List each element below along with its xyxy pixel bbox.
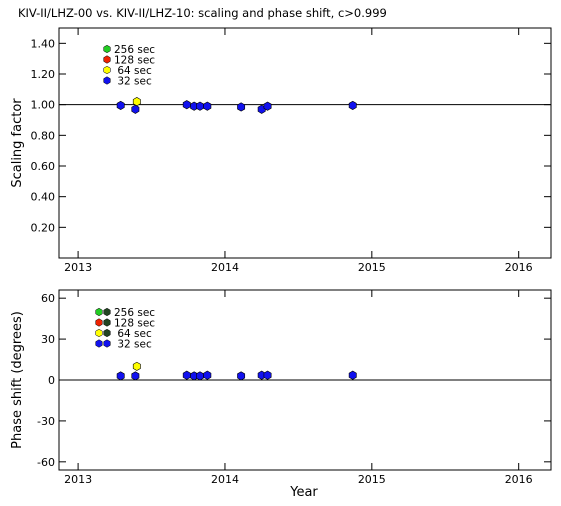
data-point — [203, 101, 212, 111]
data-point — [196, 101, 204, 111]
y-tick-label: -30 — [37, 415, 55, 428]
data-point — [348, 370, 357, 380]
y-tick-label: 30 — [41, 333, 55, 346]
y-axis-label: Phase shift (degrees) — [10, 311, 25, 449]
legend-marker — [103, 307, 111, 317]
y-tick-label: 0.80 — [31, 129, 56, 142]
x-tick-label: 2013 — [64, 473, 92, 486]
data-point — [263, 370, 272, 380]
panel-scaling: 2013 2014 2015 2016 0.20 0.40 0.60 0.80 1.00 1.20… — [10, 27, 552, 274]
data-point — [182, 100, 191, 110]
data-point — [196, 371, 204, 381]
legend-marker — [103, 65, 111, 75]
legend-label: 256 sec — [114, 44, 155, 56]
data-point — [116, 100, 125, 110]
legend-label: 128 sec — [114, 318, 155, 330]
y-tick-label: 1.00 — [31, 99, 56, 112]
data-point — [182, 370, 191, 380]
legend-marker — [95, 307, 103, 317]
y-tick-label: 60 — [41, 292, 55, 305]
legend-marker — [95, 318, 103, 327]
legend-marker — [103, 44, 111, 54]
legend-label: 64 sec — [114, 65, 152, 77]
panel-phase: 2013 2014 2015 2016 -60 -30 0 30 60 Phase shift (… — [10, 289, 552, 486]
data-point — [348, 100, 357, 110]
data-point — [132, 97, 141, 107]
x-axis-label: Year — [289, 485, 318, 500]
x-tick-label: 2016 — [505, 261, 533, 274]
legend-label: 32 sec — [114, 76, 152, 88]
y-tick-label: 0.60 — [31, 160, 56, 173]
legend-marker — [103, 328, 111, 338]
chart-title: KIV-II/LHZ-00 vs. KIV-II/LHZ-10: scaling… — [18, 6, 387, 20]
x-tick-label: 2015 — [358, 473, 386, 486]
data-point — [131, 371, 140, 381]
x-tick-label: 2015 — [358, 261, 386, 274]
data-point — [237, 102, 246, 112]
legend-label: 128 sec — [114, 55, 155, 67]
x-tick-label: 2016 — [505, 473, 533, 486]
data-point — [203, 370, 212, 380]
x-tick-label: 2014 — [211, 473, 239, 486]
y-tick-label: 0 — [48, 374, 55, 387]
data-point — [237, 371, 246, 381]
legend-label: 32 sec — [114, 339, 152, 351]
x-tick-label: 2014 — [211, 261, 239, 274]
y-axis-label: Scaling factor — [10, 98, 25, 188]
y-tick-label: 0.40 — [31, 191, 56, 204]
y-tick-label: 0.20 — [31, 221, 56, 234]
y-tick-label: 1.20 — [31, 68, 56, 81]
legend-label: 64 sec — [114, 328, 152, 340]
legend-marker — [95, 328, 103, 338]
y-tick-label: -60 — [37, 456, 55, 469]
legend-marker — [103, 76, 111, 85]
legend-marker — [103, 339, 111, 348]
legend-marker — [95, 339, 103, 348]
plot-frame — [58, 27, 552, 259]
legend-marker — [103, 318, 111, 327]
legend-marker — [103, 55, 111, 64]
x-tick-label: 2013 — [64, 261, 92, 274]
y-tick-label: 1.40 — [31, 37, 56, 50]
data-point — [116, 371, 125, 381]
legend-label: 256 sec — [114, 307, 155, 319]
data-point — [131, 104, 140, 114]
data-point — [132, 361, 141, 371]
data-point — [263, 101, 272, 111]
